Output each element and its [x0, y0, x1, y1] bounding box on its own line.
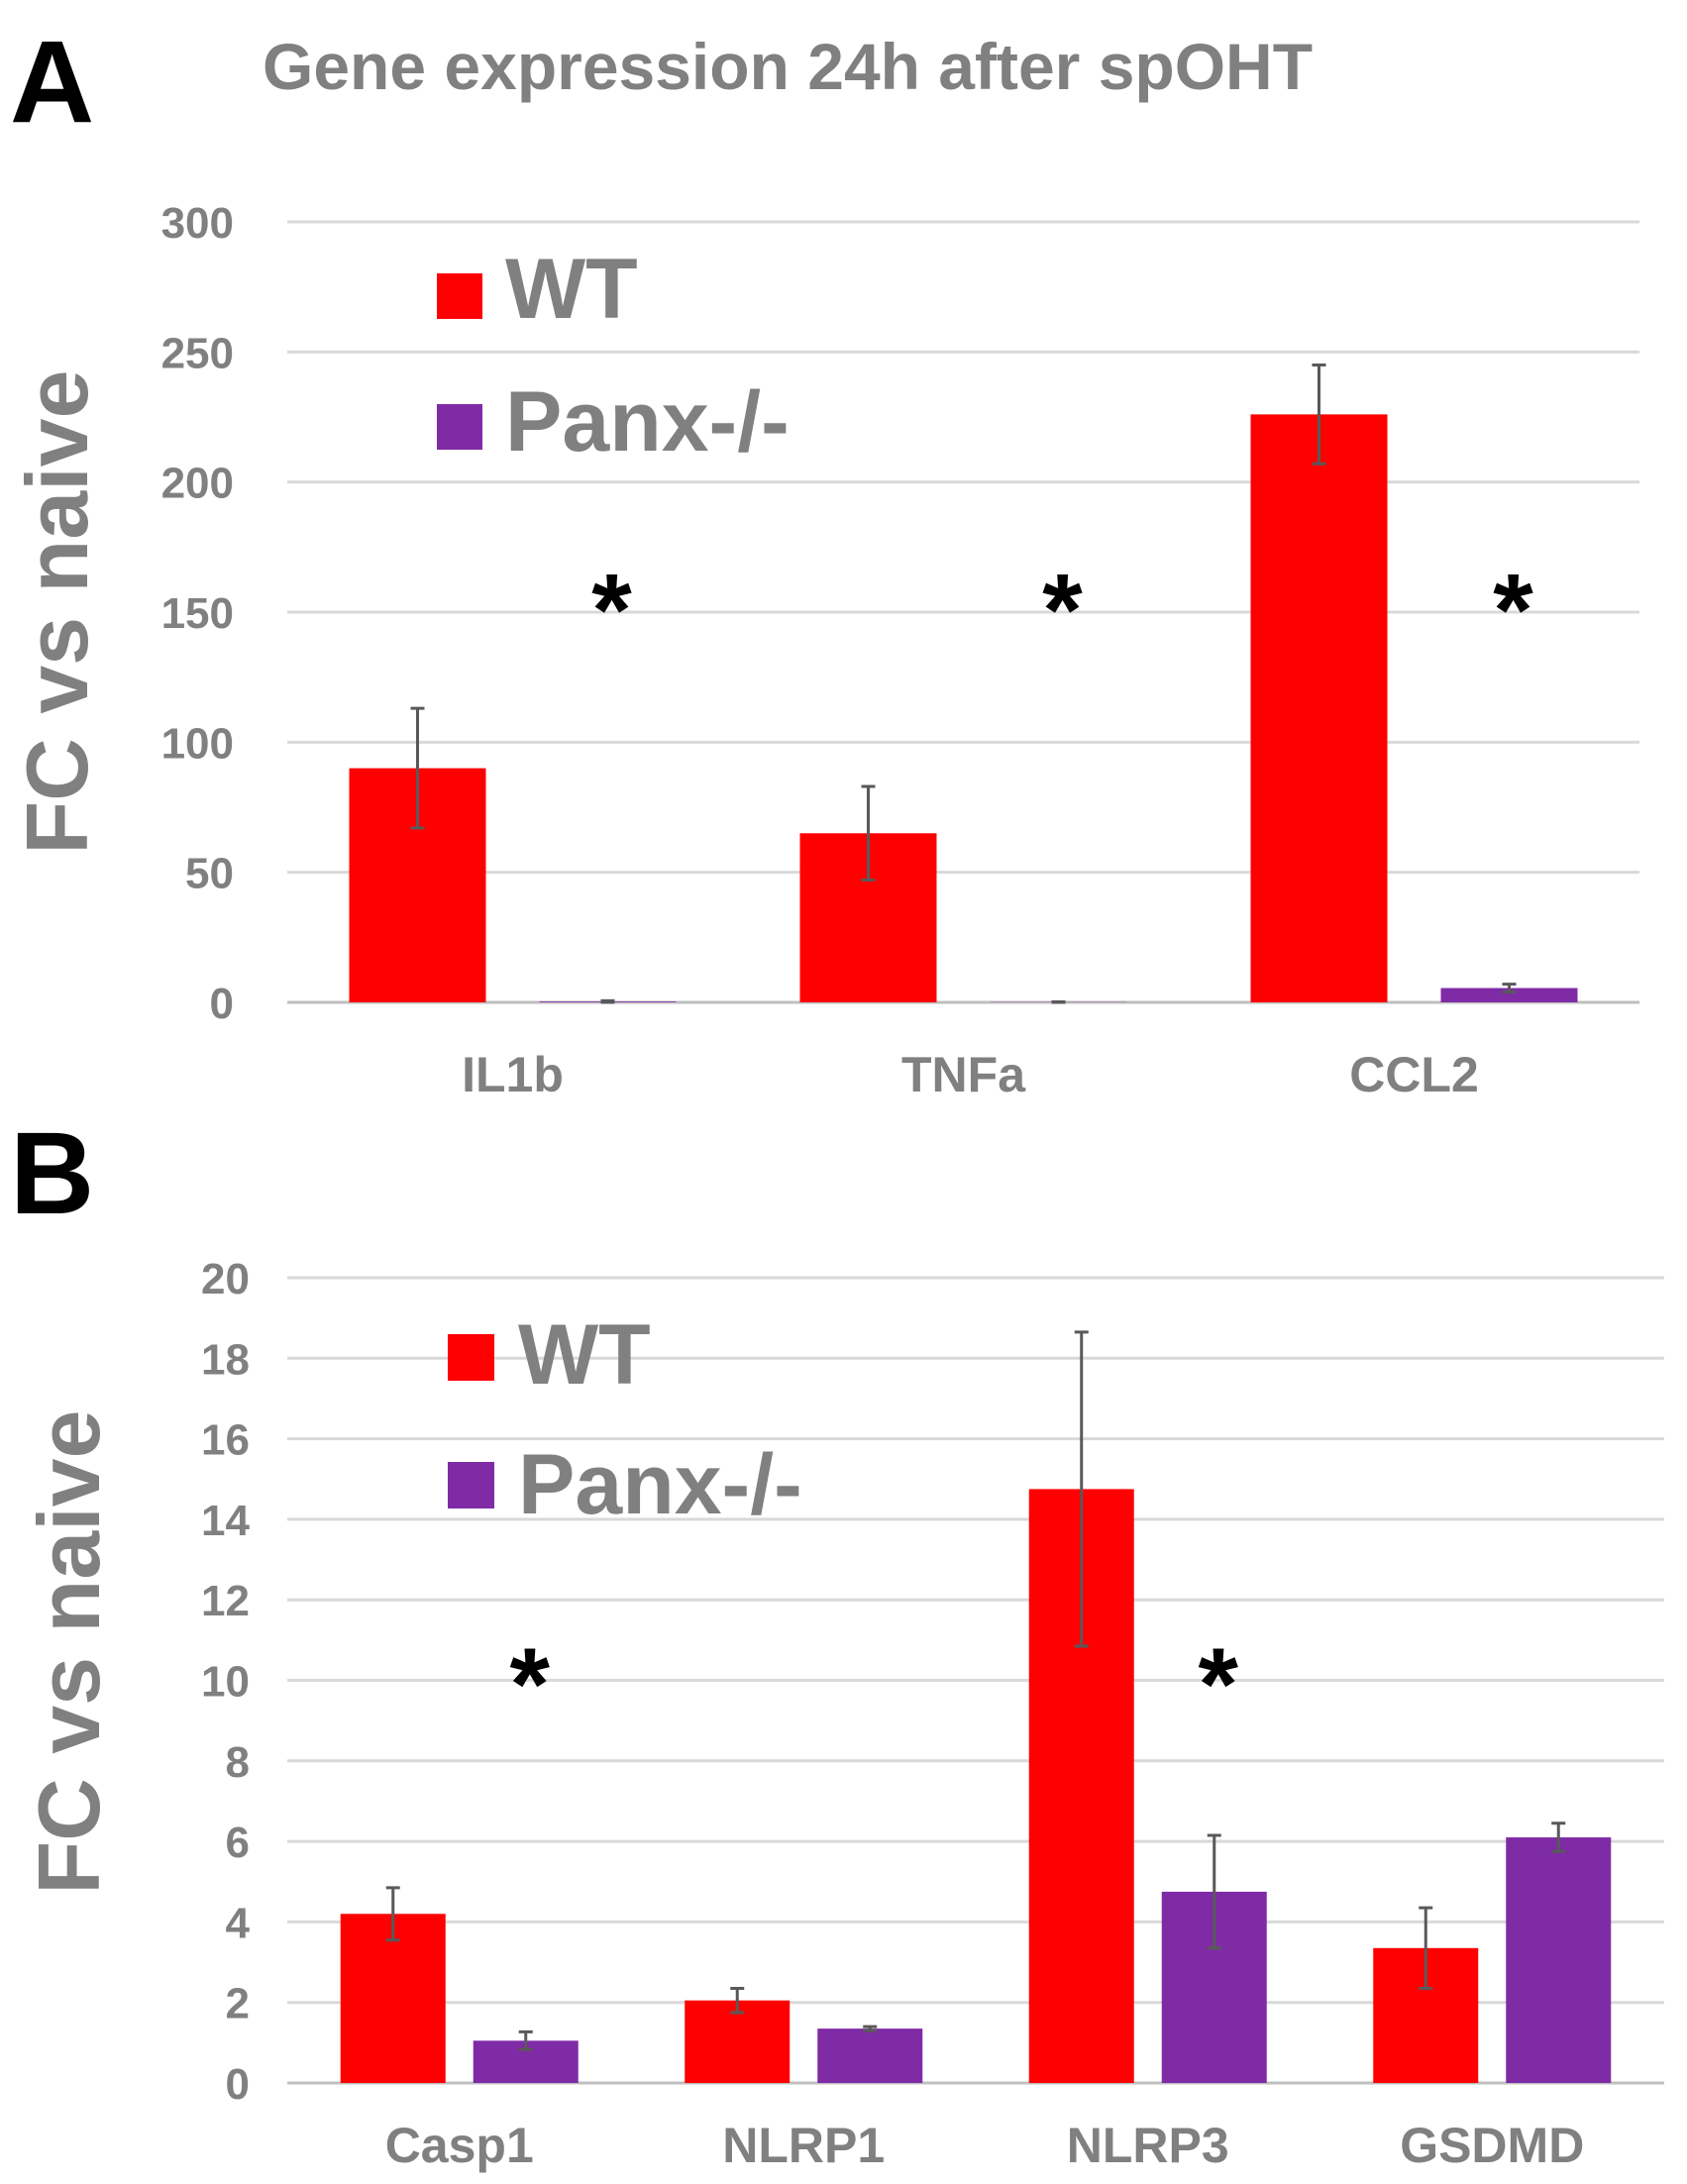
y-tick-label: 14 — [201, 1497, 250, 1545]
y-axis-label: FC vs naive — [20, 1409, 118, 1894]
error-bar — [1551, 1821, 1566, 1853]
panel-b-chart: B 0 2 4 6 8 10 12 14 16 18 20 FC vs naive Casp1 NLRP1 N… — [10, 1108, 1664, 2173]
error-bar — [410, 706, 425, 830]
y-tick-label: 250 — [161, 329, 234, 377]
legend-label-panx: Panx-/- — [518, 1437, 802, 1532]
panel-a-chart: A Gene expression 24h after spOHT 0 50 100 15… — [8, 17, 1639, 1102]
y-tick-label: 0 — [226, 2060, 250, 2109]
error-bar — [385, 1886, 400, 1942]
error-bar — [1312, 363, 1326, 466]
significance-star: * — [1199, 1627, 1239, 1742]
y-tick-label: 150 — [161, 589, 234, 638]
bar-wt — [685, 2000, 791, 2083]
category-label: Casp1 — [385, 2118, 534, 2173]
significance-star: * — [510, 1627, 551, 1742]
bar-wt — [1250, 414, 1388, 1003]
legend-swatch-wt — [448, 1334, 494, 1381]
error-bar — [1207, 1833, 1221, 1950]
y-tick-label: 4 — [226, 1899, 251, 1947]
legend-swatch-wt — [437, 273, 482, 319]
y-tick-label: 50 — [185, 850, 234, 898]
error-bar — [863, 2025, 878, 2032]
legend-label-wt: WT — [518, 1307, 651, 1403]
bar-wt — [340, 1914, 446, 2083]
error-bar — [1074, 1330, 1089, 1648]
legend-label-wt: WT — [505, 242, 638, 337]
y-tick-label: 0 — [210, 980, 234, 1028]
y-tick-label: 20 — [201, 1255, 250, 1303]
panel-label: B — [10, 1108, 94, 1239]
y-tick-label: 10 — [201, 1658, 250, 1707]
y-tick-label: 8 — [226, 1738, 250, 1787]
error-bar — [1502, 983, 1517, 993]
category-label: CCL2 — [1349, 1047, 1479, 1102]
category-label: GSDMD — [1400, 2118, 1584, 2173]
chart-title: Gene expression 24h after spOHT — [263, 30, 1313, 103]
y-tick-label: 12 — [201, 1577, 250, 1625]
error-bar — [518, 2029, 533, 2051]
bar-panx — [817, 2028, 923, 2083]
legend-swatch-panx — [437, 404, 482, 450]
y-tick-label: 2 — [226, 1980, 250, 2028]
significance-star: * — [1493, 554, 1533, 669]
panel-label: A — [10, 17, 94, 148]
legend-swatch-panx — [448, 1462, 494, 1508]
error-bar — [600, 998, 615, 1004]
error-bar — [1051, 999, 1066, 1004]
y-tick-label: 300 — [161, 199, 234, 248]
bar-panx — [1440, 988, 1578, 1002]
y-tick-label: 6 — [226, 1819, 250, 1867]
y-tick-label: 100 — [161, 719, 234, 768]
category-label: TNFa — [901, 1047, 1026, 1102]
category-label: NLRP3 — [1067, 2118, 1229, 2173]
y-tick-label: 200 — [161, 460, 234, 508]
y-axis-label: FC vs naive — [8, 369, 106, 854]
y-tick-label: 16 — [201, 1416, 250, 1465]
category-label: IL1b — [462, 1047, 564, 1102]
legend-label-panx: Panx-/- — [505, 374, 790, 469]
bar-panx — [1506, 1837, 1612, 2083]
error-bar — [730, 1986, 745, 2015]
error-bar — [1419, 1906, 1433, 1990]
category-label: NLRP1 — [722, 2118, 885, 2173]
significance-star: * — [1042, 554, 1083, 669]
error-bar — [861, 784, 876, 883]
significance-star: * — [591, 554, 632, 669]
y-tick-label: 18 — [201, 1335, 250, 1384]
